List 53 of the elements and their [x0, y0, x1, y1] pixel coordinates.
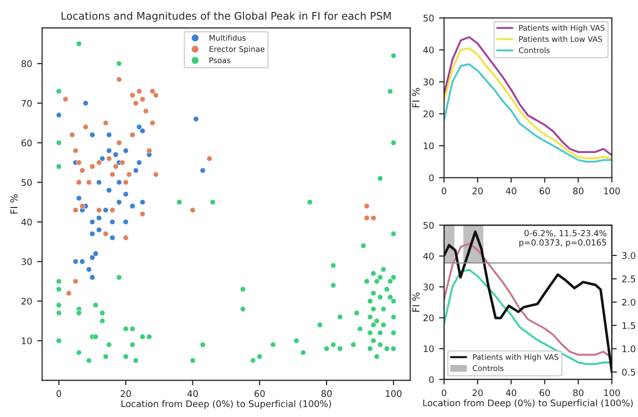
y-axis-title: FI % — [412, 88, 420, 108]
x-tick-label: 40 — [506, 389, 516, 396]
y-tick-label: 50 — [22, 179, 32, 186]
x-tick-label: 80 — [573, 188, 584, 194]
x-tick-label: 80 — [321, 390, 332, 398]
x-tick-label: 0 — [442, 389, 446, 396]
y-tick-label: 20 — [22, 298, 32, 305]
y-tick-label: 50 — [424, 222, 434, 229]
y2-tick-label: 2.0 — [622, 298, 636, 306]
y-axis-title: FI % — [412, 292, 420, 312]
y-tick-label: 20 — [424, 110, 434, 118]
y-tick-label: 30 — [424, 78, 434, 86]
chart-title: Locations and Magnitudes of the Global Peak in FI for each PSM — [62, 12, 391, 22]
y2-tick-label: 1.0 — [622, 345, 636, 352]
x-tick-label: 40 — [506, 188, 516, 194]
x-tick-label: 100 — [386, 390, 402, 398]
y-tick-label: 0 — [429, 174, 434, 182]
x-tick-label: 80 — [573, 389, 584, 396]
x-tick-label: 0 — [442, 188, 446, 194]
x-tick-label: 60 — [254, 390, 265, 398]
y-tick-label: 40 — [423, 46, 434, 54]
y2-tick-label: 3.0 — [622, 252, 636, 260]
x-tick-label: 40 — [187, 390, 198, 398]
line-series — [444, 63, 612, 163]
y-tick-label: 10 — [22, 337, 32, 344]
y-axis-title: FI % — [10, 194, 18, 214]
x-tick-label: 20 — [472, 188, 483, 194]
y-tick-label: 0 — [429, 376, 434, 384]
y-tick-label: 60 — [22, 139, 32, 146]
y2-tick-label: 1.5 — [622, 322, 636, 329]
x-tick-label: 60 — [540, 389, 550, 396]
x-tick-label: 20 — [120, 390, 131, 398]
y-tick-label: 80 — [22, 60, 32, 68]
y-tick-label: 30 — [424, 284, 434, 290]
y2-tick-label: 2.5 — [622, 276, 636, 282]
y-tick-label: 20 — [424, 314, 434, 322]
y-tick-label: 50 — [424, 14, 434, 22]
line-series — [444, 268, 612, 366]
x-tick-label: 100 — [604, 188, 620, 194]
annotation: 0-6.2%, 11.5-23.4% p=0.0373, p=0.0165 — [519, 230, 606, 248]
y-tick-label: 10 — [424, 142, 434, 150]
y-tick-label: 10 — [424, 345, 434, 352]
y-tick-label: 40 — [21, 218, 32, 226]
x-tick-label: 20 — [472, 389, 483, 396]
y-tick-label: 40 — [423, 252, 434, 260]
x-tick-label: 0 — [56, 390, 62, 398]
x-tick-label: 100 — [604, 389, 620, 396]
x-tick-label: 60 — [540, 188, 550, 194]
x-axis-title: Location from Deep (0%) to Superficial (100%) — [423, 399, 633, 408]
y-tick-label: 70 — [22, 100, 32, 107]
y-tick-label: 30 — [22, 258, 32, 266]
x-axis-title: Location from Deep (0%) to Superficial (100%) — [121, 400, 331, 409]
y2-tick-label: 0.5 — [622, 368, 636, 376]
